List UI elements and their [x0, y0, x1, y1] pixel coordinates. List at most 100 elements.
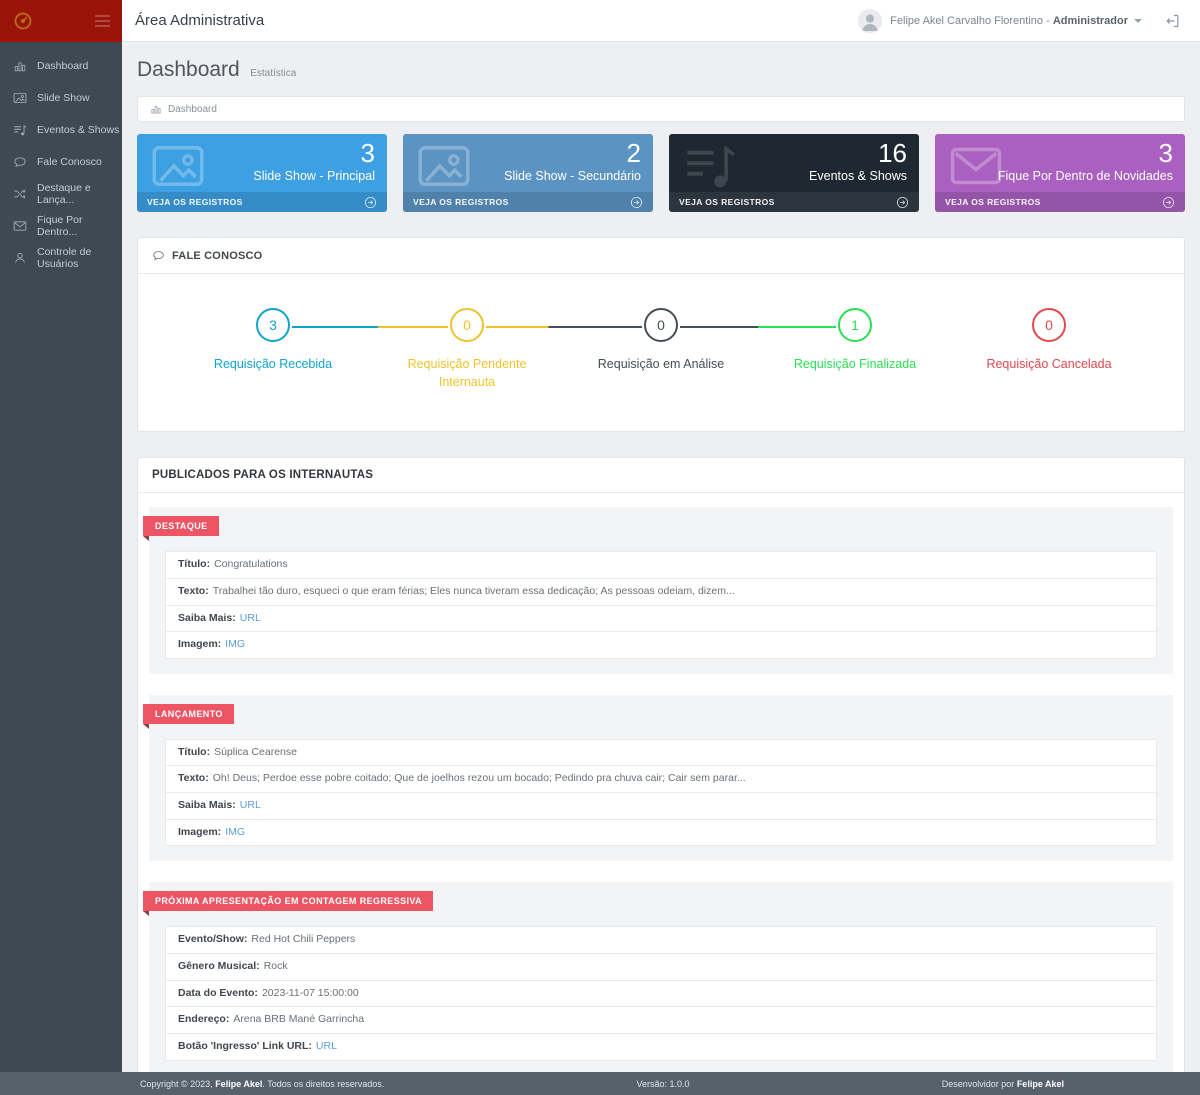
proxima-apresentacao-section: PRÓXIMA APRESENTAÇÃO EM CONTAGEM REGRESS… — [143, 882, 1173, 1072]
url-link[interactable]: URL — [239, 611, 261, 624]
topbar: Área Administrativa Felipe Akel Carvalho… — [122, 0, 1200, 42]
breadcrumb-item-dashboard[interactable]: Dashboard — [168, 103, 217, 115]
row-value: Súplica Cearense — [214, 745, 297, 758]
step-count: 0 — [644, 308, 678, 342]
step-count: 3 — [256, 308, 290, 342]
publicados-body: DESTAQUE Título: Congratulations Texto: Tr… — [138, 493, 1184, 1072]
step-cancelada: 0 Requisição Cancelada — [952, 308, 1146, 391]
row-value: Arena BRB Mané Garrincha — [233, 1013, 365, 1026]
user-menu[interactable]: Felipe Akel Carvalho Florentino - Admini… — [858, 8, 1142, 33]
publicados-title: PUBLICADOS PARA OS INTERNAUTAS — [152, 469, 374, 482]
lancamento-table: Título: Súplica Cearense Texto: Oh! Deus; … — [165, 738, 1157, 847]
footer-version: Versão: 1.0.0 — [636, 1078, 690, 1089]
stat-card-fique-por-dentro[interactable]: 3 Fique Por Dentro de Novidades VEJA OS … — [935, 134, 1185, 212]
stat-card-footer-link[interactable]: VEJA OS REGISTROS — [669, 192, 919, 212]
sidebar-item-fale-conosco[interactable]: Fale Conosco — [0, 146, 122, 178]
page-head: Dashboard Estatística — [137, 58, 1185, 82]
sidebar-item-destaque-lancamento[interactable]: Destaque e Lança... — [0, 178, 122, 210]
logout-icon[interactable] — [1164, 13, 1180, 29]
table-row: Texto: Trabalhei tão duro, esqueci o que … — [166, 579, 1156, 606]
row-label: Imagem: — [178, 638, 222, 651]
row-label: Imagem: — [178, 825, 222, 838]
proxima-apresentacao-table: Evento/Show: Red Hot Chili Peppers Gênero… — [165, 926, 1157, 1061]
breadcrumb: Dashboard — [137, 96, 1185, 122]
table-row: Evento/Show: Red Hot Chili Peppers — [166, 927, 1156, 955]
table-row: Texto: Oh! Deus; Perdoe esse pobre coitad… — [166, 766, 1156, 794]
row-value: Oh! Deus; Perdoe esse pobre coitado; Que… — [212, 772, 746, 785]
stat-value: 16 — [878, 138, 907, 168]
stat-card-slide-show-principal[interactable]: 3 Slide Show - Principal VEJA OS REGISTR… — [137, 134, 387, 212]
img-link[interactable]: IMG — [225, 638, 246, 651]
main-content: Dashboard Estatística Dashboard 3 Slide … — [122, 42, 1200, 1072]
step-count: 0 — [450, 308, 484, 342]
user-icon — [13, 251, 27, 265]
table-row: Endereço: Arena BRB Mané Garrincha — [166, 1007, 1156, 1034]
step-connector — [292, 326, 448, 328]
sidebar-item-label: Fique Por Dentro... — [37, 214, 83, 238]
sidebar-item-slide-show[interactable]: Slide Show — [0, 82, 122, 114]
row-label: Endereço: — [178, 1013, 230, 1026]
footer: Copyright © 2023, Felipe Akel. Todos os … — [0, 1072, 1200, 1095]
image-icon — [13, 91, 27, 105]
row-label: Gênero Musical: — [178, 960, 260, 973]
sidebar-item-fique-por-dentro[interactable]: Fique Por Dentro... — [0, 210, 122, 242]
fale-conosco-panel: FALE CONOSCO 3 Requisição Recebida 0 Req… — [137, 237, 1185, 433]
logo-icon — [13, 11, 33, 31]
stat-card-footer-link[interactable]: VEJA OS REGISTROS — [403, 192, 653, 212]
bar-chart-icon — [150, 103, 162, 115]
envelope-icon — [943, 138, 1009, 194]
sidebar-item-label: Controle de Usuários — [37, 246, 92, 270]
fale-conosco-header: FALE CONOSCO — [138, 238, 1184, 274]
sidebar-item-controle-usuarios[interactable]: Controle de Usuários — [0, 242, 122, 274]
table-row: Data do Evento: 2023-11-07 15:00:00 — [166, 981, 1156, 1008]
step-label: Requisição Pendente Internauta — [407, 357, 527, 390]
sidebar-item-dashboard[interactable]: Dashboard — [0, 50, 122, 82]
arrow-circle-icon — [364, 196, 377, 209]
chat-icon — [152, 249, 165, 262]
step-label: Requisição Finalizada — [793, 357, 917, 371]
stat-card-footer-link[interactable]: VEJA OS REGISTROS — [935, 192, 1185, 212]
step-finalizada: 1 Requisição Finalizada — [758, 308, 952, 391]
avatar — [858, 8, 883, 33]
stat-cards-row: 3 Slide Show - Principal VEJA OS REGISTR… — [137, 134, 1185, 212]
table-row: Título: Súplica Cearense — [166, 740, 1156, 767]
stat-label: Slide Show - Secundário — [504, 169, 641, 183]
stat-value: 2 — [626, 138, 641, 168]
destaque-section: DESTAQUE Título: Congratulations Texto: Tr… — [143, 507, 1173, 674]
sidebar-item-label: Fale Conosco — [37, 156, 102, 168]
hamburger-icon[interactable] — [95, 12, 110, 30]
img-link[interactable]: IMG — [225, 825, 246, 838]
stat-card-footer-link[interactable]: VEJA OS REGISTROS — [137, 192, 387, 212]
step-label: Requisição Recebida — [213, 357, 333, 371]
step-recebida: 3 Requisição Recebida — [176, 308, 448, 391]
stat-label: Eventos & Shows — [809, 169, 907, 183]
stat-value: 3 — [1158, 138, 1173, 168]
table-row: Título: Congratulations — [166, 552, 1156, 579]
image-icon — [411, 138, 477, 194]
arrow-circle-icon — [896, 196, 909, 209]
footer-developer: Desenvolvidor por Felipe Akel — [941, 1078, 1064, 1089]
table-row: Imagem: IMG — [166, 820, 1156, 846]
sidebar-item-label: Destaque e Lança... — [37, 182, 91, 206]
app-title: Área Administrativa — [135, 12, 265, 29]
step-em-analise: 0 Requisição em Análise — [564, 308, 836, 391]
step-pendente-internauta: 0 Requisição Pendente Internauta — [370, 308, 642, 391]
stat-label: Fique Por Dentro de Novidades — [997, 169, 1173, 183]
page-subtitle: Estatística — [250, 68, 297, 79]
url-link[interactable]: URL — [239, 799, 261, 812]
row-value: Trabalhei tão duro, esqueci o que eram f… — [212, 584, 735, 597]
table-row: Botão 'Ingresso' Link URL: URL — [166, 1034, 1156, 1060]
sidebar-item-eventos-shows[interactable]: Eventos & Shows — [0, 114, 122, 146]
stat-action-label: VEJA OS REGISTROS — [413, 197, 509, 207]
url-link[interactable]: URL — [315, 1039, 337, 1052]
chat-icon — [13, 155, 27, 169]
fale-conosco-title: FALE CONOSCO — [172, 249, 263, 262]
row-label: Botão 'Ingresso' Link URL: — [178, 1039, 312, 1052]
user-name: Felipe Akel Carvalho Florentino - Admini… — [890, 14, 1128, 27]
stat-card-slide-show-secundario[interactable]: 2 Slide Show - Secundário VEJA OS REGIST… — [403, 134, 653, 212]
table-row: Imagem: IMG — [166, 632, 1156, 658]
lancamento-section: LANÇAMENTO Título: Súplica Cearense Texto… — [143, 694, 1173, 862]
stat-card-eventos-shows[interactable]: 16 Eventos & Shows VEJA OS REGISTROS — [669, 134, 919, 212]
row-label: Saiba Mais: — [178, 611, 236, 624]
stat-value: 3 — [360, 138, 375, 168]
